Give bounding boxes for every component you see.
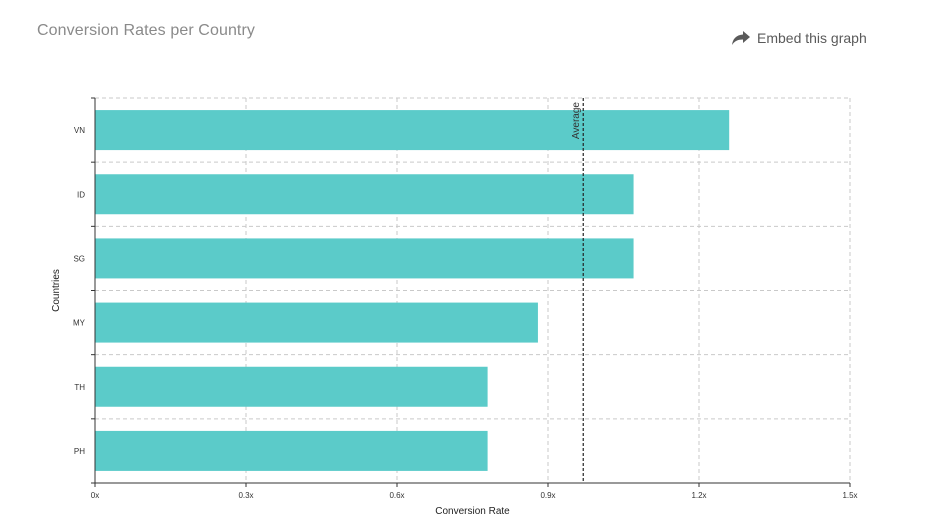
share-arrow-icon — [732, 31, 750, 45]
bar-th — [95, 366, 488, 407]
y-tick-label-id: ID — [77, 190, 85, 199]
y-tick-label-sg: SG — [73, 254, 85, 263]
bar-vn — [95, 110, 730, 151]
x-tick-label: 0.9x — [540, 491, 555, 500]
x-tick-label: 1.2x — [691, 491, 706, 500]
bar-id — [95, 174, 634, 215]
x-tick-label: 0.3x — [238, 491, 253, 500]
x-tick-label: 0x — [91, 491, 99, 500]
bar-ph — [95, 430, 488, 471]
x-axis-title: Conversion Rate — [435, 506, 510, 517]
bar-sg — [95, 238, 634, 279]
y-tick-label-vn: VN — [74, 126, 85, 135]
average-label: Average — [571, 102, 582, 140]
embed-graph-label: Embed this graph — [757, 30, 867, 46]
page-title: Conversion Rates per Country — [37, 22, 256, 39]
y-tick-label-my: MY — [73, 319, 86, 328]
y-tick-label-ph: PH — [74, 447, 85, 456]
bar-my — [95, 302, 538, 343]
x-tick-label: 1.5x — [842, 491, 857, 500]
x-tick-label: 0.6x — [389, 491, 404, 500]
y-tick-label-th: TH — [74, 383, 85, 392]
y-axis-title: Countries — [51, 269, 62, 312]
embed-graph-button[interactable]: Embed this graph — [731, 30, 867, 46]
